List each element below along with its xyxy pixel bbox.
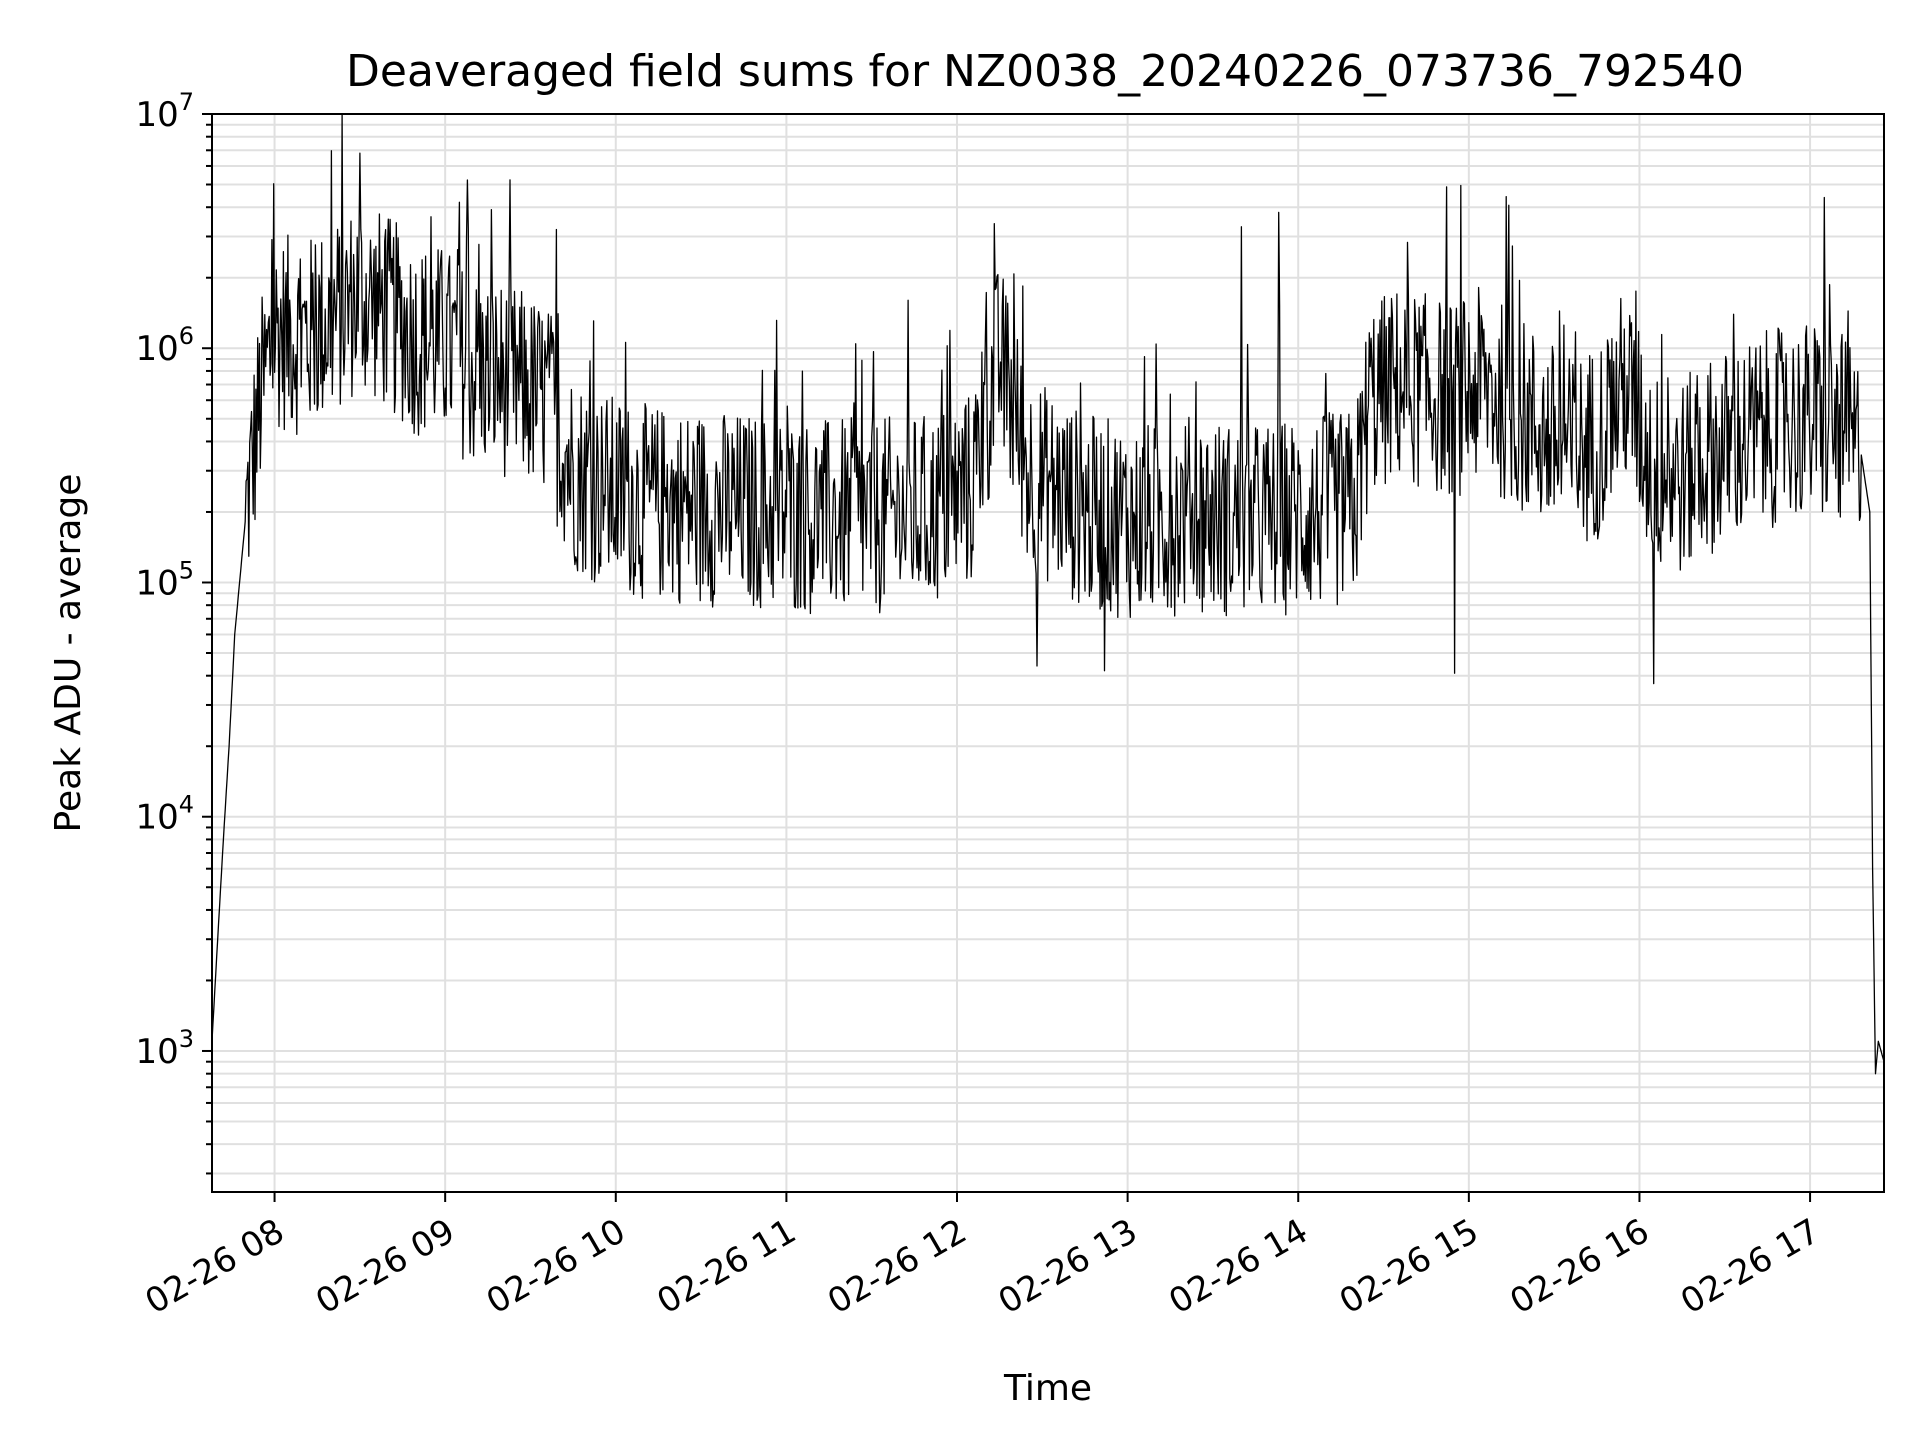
data-series <box>211 113 1885 1075</box>
chart-title: Deaveraged field sums for NZ0038_2024022… <box>346 46 1744 97</box>
y-tick-label: 104 <box>135 791 194 838</box>
y-tick-label: 105 <box>135 556 194 603</box>
y-tick-label: 107 <box>135 88 194 135</box>
x-axis-label: Time <box>1003 1368 1092 1409</box>
y-tick-label: 106 <box>135 322 194 369</box>
series-line <box>211 113 1885 1075</box>
y-axis: 103 104 105 106 107 <box>135 88 212 1175</box>
y-tick-label: 103 <box>135 1025 194 1072</box>
y-axis-label: Peak ADU - average <box>48 474 89 833</box>
